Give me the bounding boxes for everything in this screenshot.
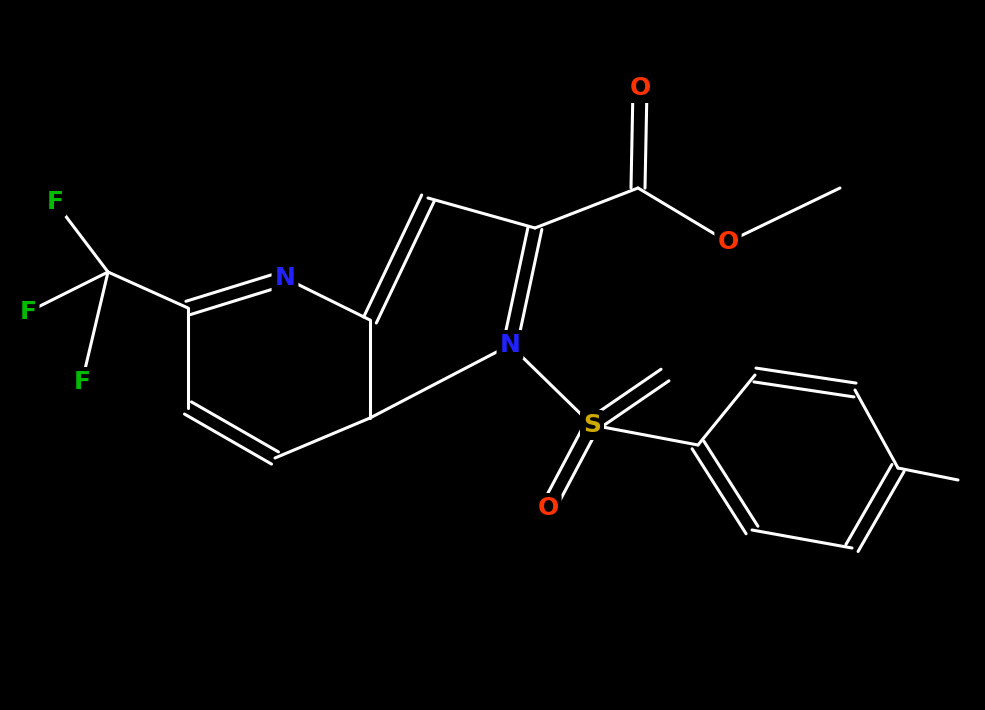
Text: F: F [46, 190, 63, 214]
Text: F: F [20, 300, 36, 324]
Text: N: N [499, 333, 520, 357]
Text: S: S [583, 413, 601, 437]
Text: O: O [717, 230, 739, 254]
Text: O: O [538, 496, 558, 520]
Text: N: N [275, 266, 295, 290]
Text: O: O [629, 76, 651, 100]
Text: F: F [74, 370, 91, 394]
